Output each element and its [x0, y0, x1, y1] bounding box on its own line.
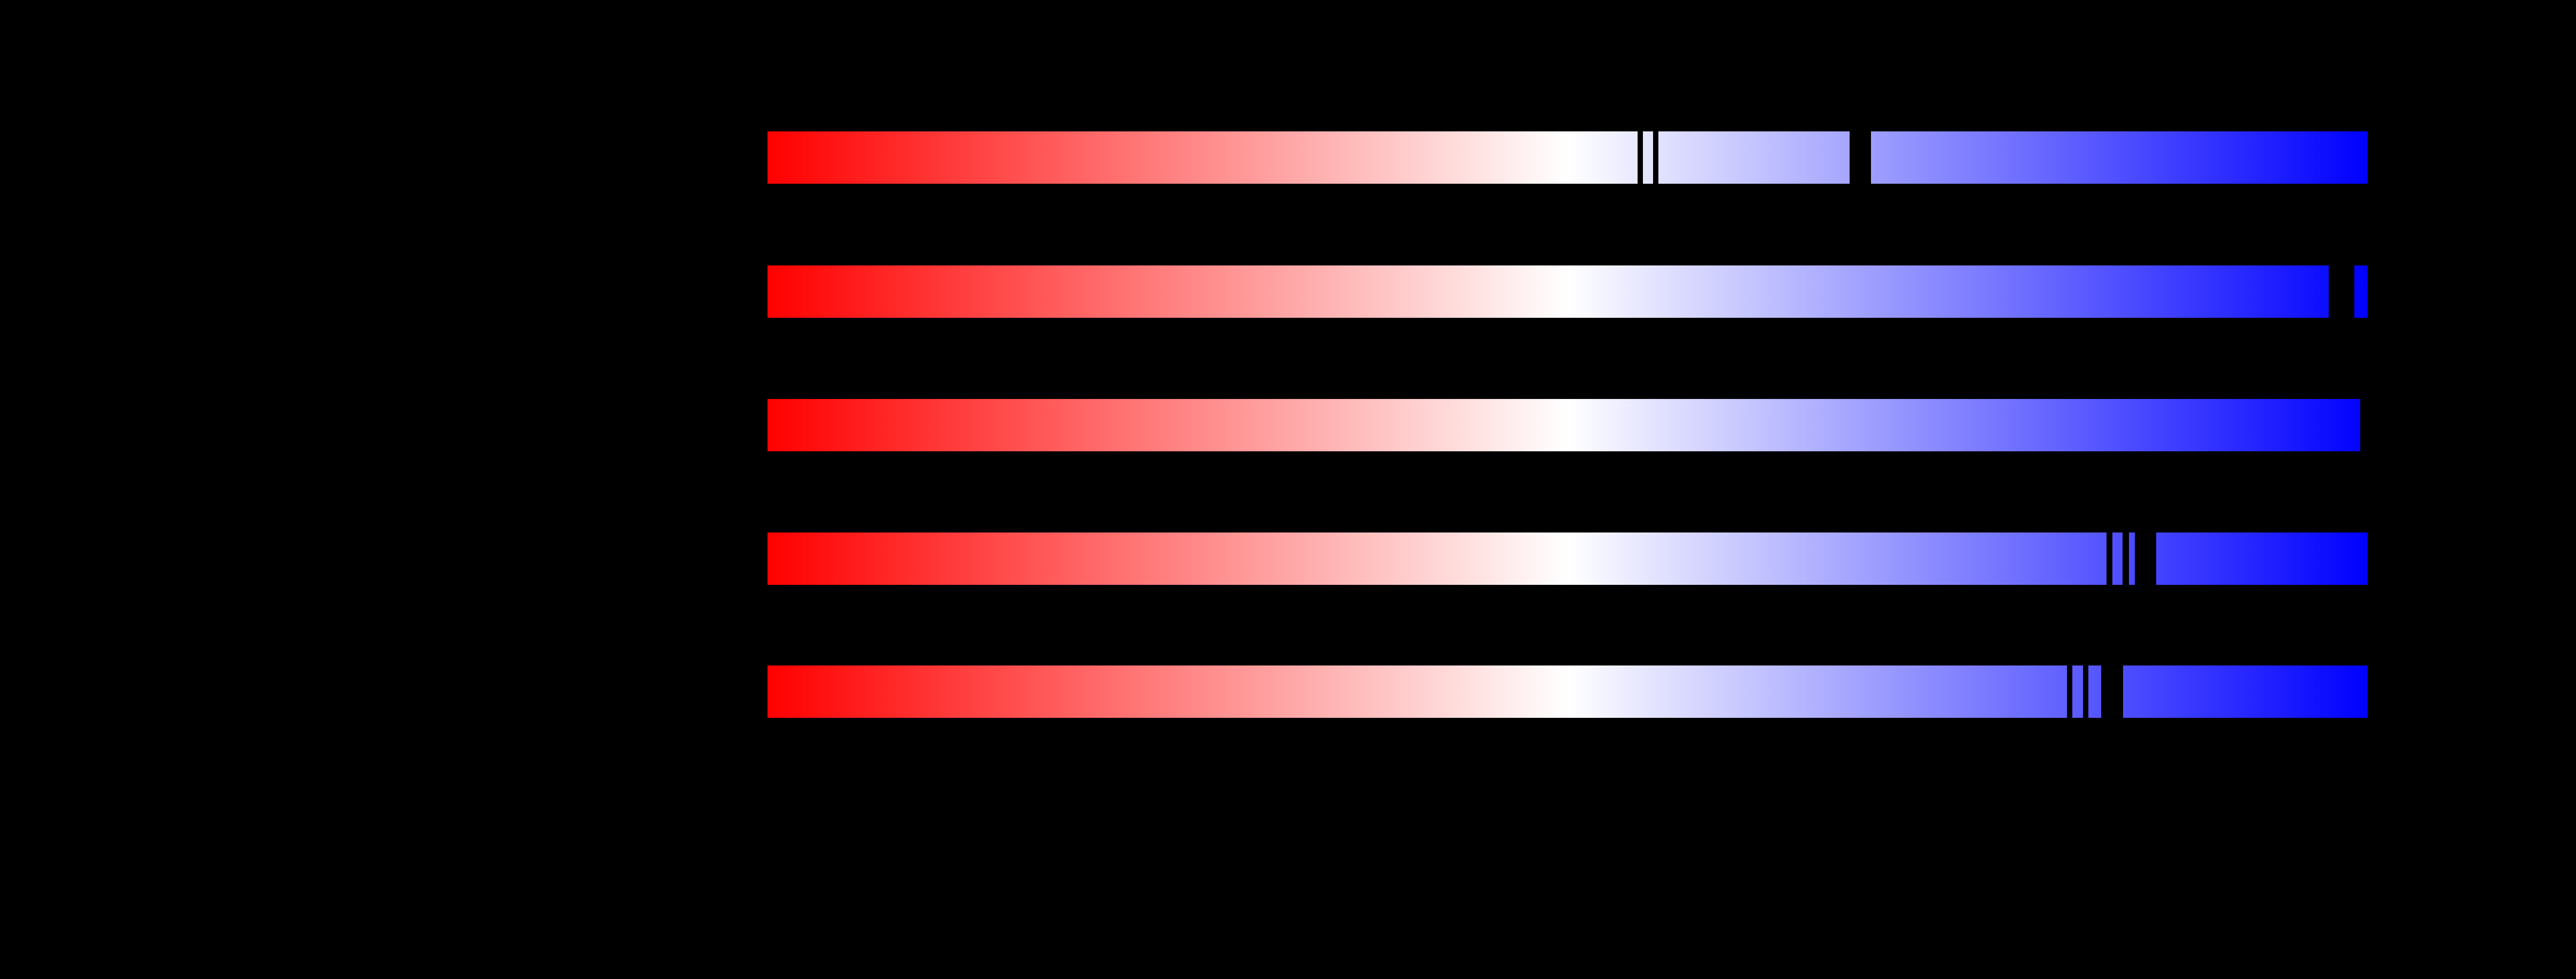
colormap-segment: [768, 265, 2329, 318]
gradient-bar-strip-2: [768, 265, 2368, 318]
colormap-segment: [2072, 665, 2083, 718]
gradient-bar-strip-4: [768, 532, 2368, 585]
colormap-segment: [768, 131, 1638, 184]
colormap-segment: [2112, 532, 2123, 585]
colormap-segment: [2156, 532, 2368, 585]
colormap-segment: [2354, 265, 2368, 318]
colormap-segment: [1658, 131, 1850, 184]
colormap-segment: [768, 399, 2360, 451]
colormap-segment: [2129, 532, 2135, 585]
colormap-segment: [2123, 665, 2368, 718]
colormap-segment: [768, 665, 2067, 718]
gradient-bar-strip-5: [768, 665, 2368, 718]
gradient-bar-strip-1: [768, 131, 2368, 184]
colormap-segment: [1871, 131, 2368, 184]
colormap-segment: [768, 532, 2107, 585]
gradient-bar-strip-3: [768, 399, 2368, 451]
colormap-segment: [1643, 131, 1653, 184]
colormap-segment: [2088, 665, 2101, 718]
